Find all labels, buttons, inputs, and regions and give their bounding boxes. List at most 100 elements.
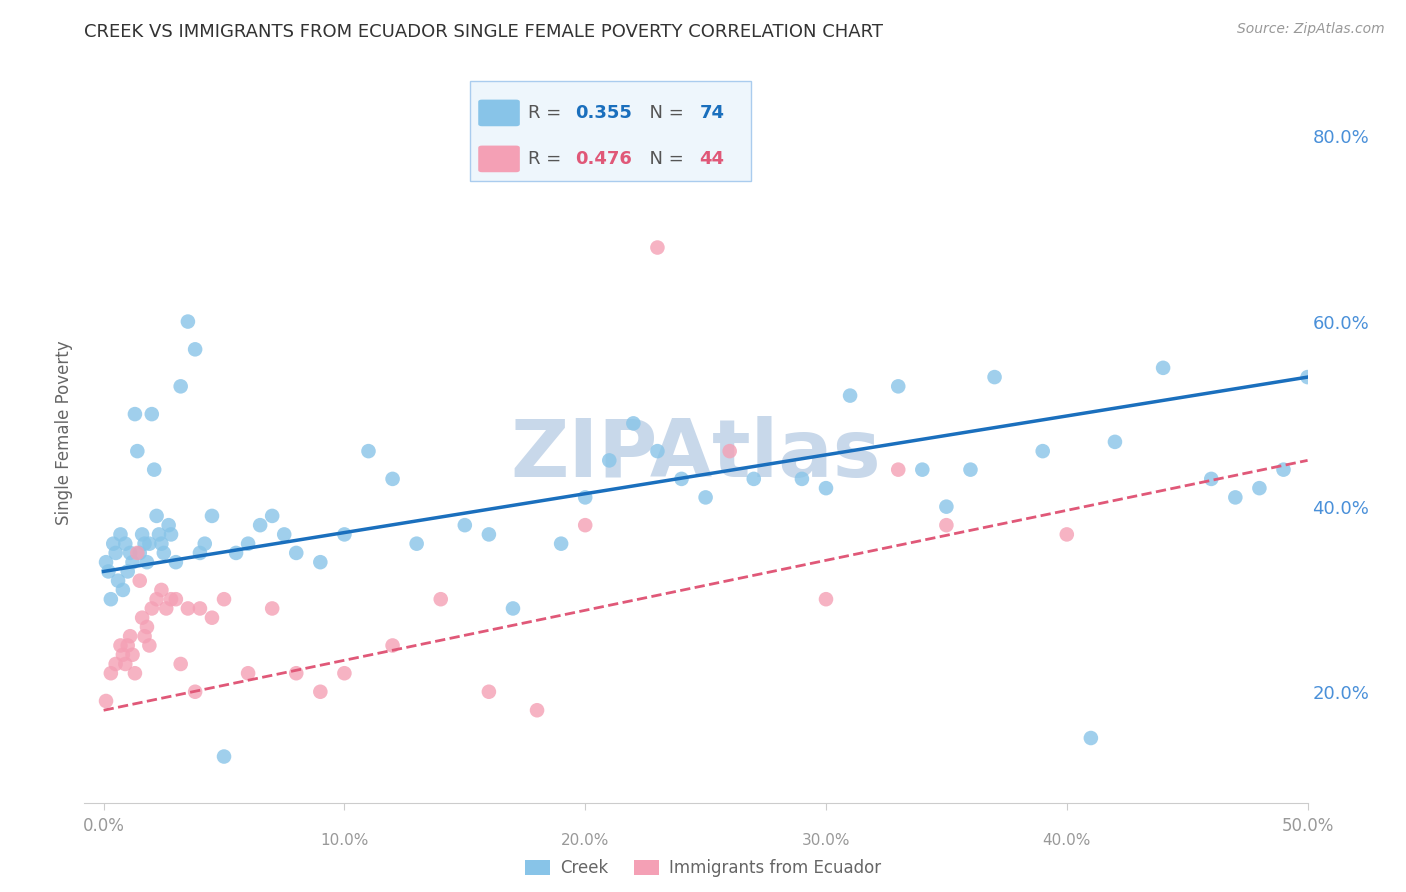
Point [94,555,117,569]
Point [155,601,177,615]
Text: 74: 74 [700,104,724,122]
Point [201,610,224,624]
Point [212,749,235,764]
Point [574,491,596,505]
Y-axis label: Single Female Poverty: Single Female Poverty [55,341,73,524]
Point [647,240,669,254]
Legend: Creek, Immigrants from Ecuador: Creek, Immigrants from Ecuador [519,853,887,884]
Point [141,407,163,421]
Point [309,555,332,569]
Point [128,546,150,560]
Point [141,601,163,615]
Point [550,536,572,550]
Point [136,620,159,634]
FancyBboxPatch shape [478,100,520,127]
Point [718,444,741,458]
Point [887,379,910,393]
Point [429,592,451,607]
Text: 20.0%: 20.0% [561,833,609,848]
Point [194,536,217,550]
Point [598,453,620,467]
Text: R =: R = [529,150,568,168]
Point [478,685,501,699]
Point [188,601,211,615]
Point [150,582,173,597]
Point [124,666,146,681]
Point [121,555,143,569]
Point [201,508,224,523]
Point [120,629,142,643]
Point [160,592,183,607]
Point [148,527,170,541]
Text: ZIPAtlas: ZIPAtlas [510,416,882,494]
Point [333,666,356,681]
Point [136,555,159,569]
Text: R =: R = [529,104,568,122]
Point [381,472,404,486]
Point [100,592,122,607]
Point [97,565,120,579]
Point [124,407,146,421]
Point [1272,462,1295,476]
Point [138,536,160,550]
Point [160,527,183,541]
Point [121,648,143,662]
Point [647,444,669,458]
Text: Source: ZipAtlas.com: Source: ZipAtlas.com [1237,22,1385,37]
Point [1249,481,1271,495]
Point [671,472,693,486]
Point [165,555,187,569]
Point [111,648,134,662]
Point [111,582,134,597]
Point [145,592,167,607]
Point [814,592,837,607]
Point [1056,527,1078,541]
Point [236,666,259,681]
Point [454,518,477,533]
Point [127,546,149,560]
Point [262,601,284,615]
Point [225,546,247,560]
Point [131,527,153,541]
Text: 30.0%: 30.0% [801,833,851,848]
FancyBboxPatch shape [478,145,520,172]
Point [1080,731,1102,745]
Point [110,527,132,541]
Point [935,500,957,514]
Point [405,536,427,550]
FancyBboxPatch shape [470,81,751,181]
Text: 0.355: 0.355 [575,104,631,122]
Point [285,546,308,560]
Point [959,462,981,476]
Point [1199,472,1222,486]
Point [273,527,295,541]
Text: 10.0%: 10.0% [321,833,368,848]
Point [177,601,200,615]
Point [357,444,380,458]
Point [131,610,153,624]
Point [188,546,211,560]
Point [742,472,765,486]
Point [177,314,200,328]
Point [935,518,957,533]
Point [134,536,156,550]
Text: CREEK VS IMMIGRANTS FROM ECUADOR SINGLE FEMALE POVERTY CORRELATION CHART: CREEK VS IMMIGRANTS FROM ECUADOR SINGLE … [84,23,883,41]
Point [911,462,934,476]
Point [1296,370,1319,384]
Point [157,518,180,533]
Text: 40.0%: 40.0% [1043,833,1091,848]
Point [236,536,259,550]
Text: 0.476: 0.476 [575,150,631,168]
Point [117,639,139,653]
Point [887,462,910,476]
Point [1225,491,1247,505]
Point [790,472,813,486]
Point [104,657,127,671]
Point [143,462,166,476]
Point [170,657,193,671]
Point [150,536,173,550]
Point [333,527,356,541]
Point [285,666,308,681]
Point [165,592,187,607]
Point [983,370,1005,384]
